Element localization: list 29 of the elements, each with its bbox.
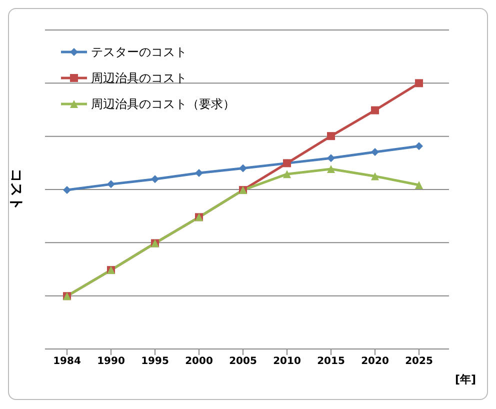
point <box>327 165 335 174</box>
x-tick-label: 2000 <box>185 356 213 368</box>
point <box>63 186 71 194</box>
point <box>371 148 379 156</box>
point <box>327 132 335 140</box>
x-tick-label: 2020 <box>361 356 389 368</box>
point <box>327 154 335 162</box>
y-axis-title: コスト <box>8 168 24 210</box>
point <box>415 142 423 150</box>
x-tick-label: 1990 <box>97 356 125 368</box>
point <box>371 106 379 114</box>
x-axis-title: [年] <box>455 372 476 386</box>
point <box>283 170 291 178</box>
x-tick-label: 1995 <box>141 356 169 368</box>
point <box>239 164 247 172</box>
point <box>195 169 203 178</box>
x-tick-label: 1984 <box>53 356 81 368</box>
point <box>151 175 159 184</box>
point <box>371 172 379 180</box>
legend-label: テスターのコスト <box>91 44 187 60</box>
x-tick-label: 2025 <box>405 356 433 368</box>
legend-label: 周辺治具のコスト <box>91 70 187 86</box>
x-tick-label: 2015 <box>317 356 345 368</box>
x-tick-label: 2005 <box>229 356 257 368</box>
point <box>415 79 423 88</box>
legend-label: 周辺治具のコスト（要求） <box>91 96 235 112</box>
point <box>107 180 115 188</box>
point <box>415 180 423 189</box>
x-tick-label: 2010 <box>273 356 301 368</box>
